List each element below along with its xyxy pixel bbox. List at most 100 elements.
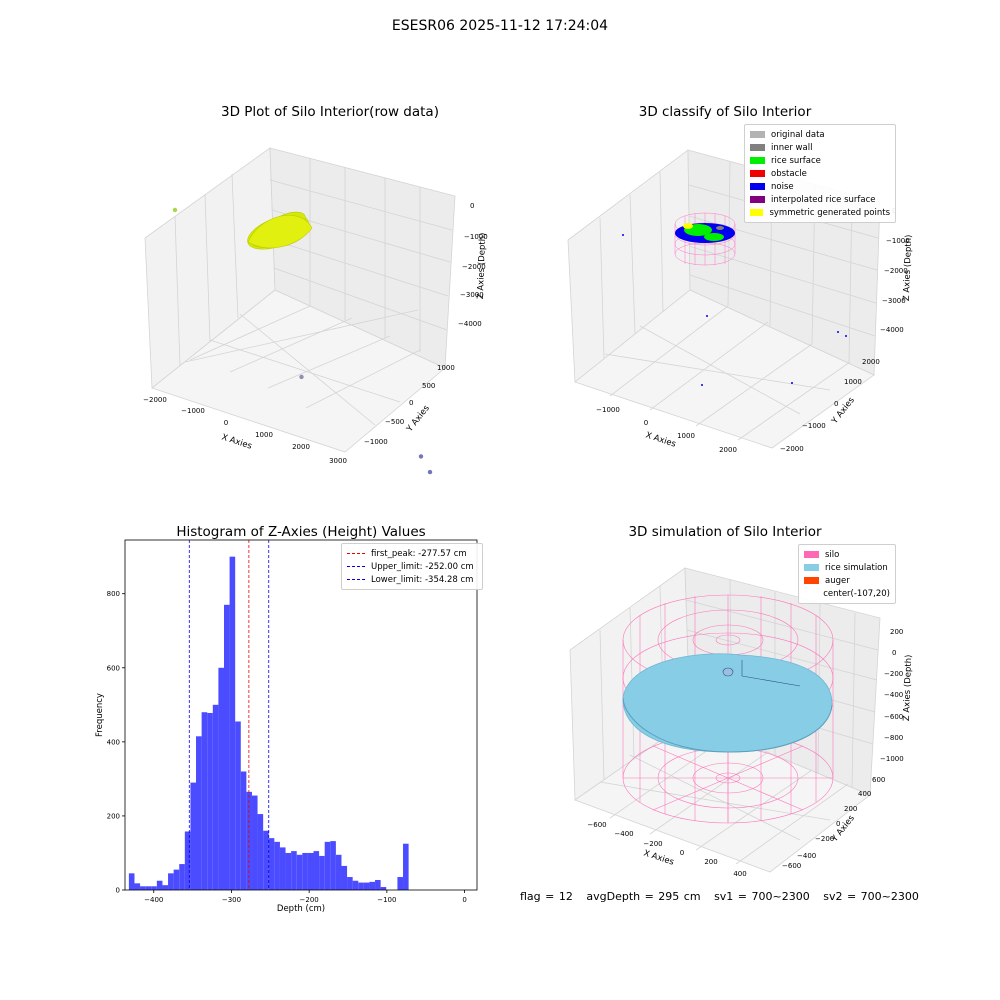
- histogram-bar: [375, 880, 381, 890]
- classify-y-tick: 1000: [844, 378, 862, 386]
- raw-x-tick: −1000: [181, 407, 205, 415]
- simulation-z-tick: −600: [884, 713, 903, 721]
- classify-y-ticks: −2000 −1000 0 1000 2000: [780, 358, 880, 453]
- raw-x-tick: 2000: [292, 443, 310, 451]
- raw-data-point: [427, 469, 433, 475]
- classify-x-label: X Axies: [644, 430, 677, 449]
- classify-x-tick: 0: [644, 419, 648, 427]
- raw-z-tick: 0: [470, 202, 474, 210]
- classify-y-tick: −1000: [802, 422, 826, 430]
- legend-item: rice simulation: [804, 561, 890, 574]
- legend-label: Lower_limit: -354.28 cm: [371, 574, 474, 585]
- legend-label: rice surface: [771, 155, 821, 166]
- simulation-x-tick: −400: [614, 830, 633, 838]
- histogram-bar: [341, 865, 348, 890]
- histogram-bar: [363, 882, 370, 890]
- simulation-x-tick: −200: [643, 840, 662, 848]
- legend-item: center(-107,20): [804, 587, 890, 600]
- histogram-bar: [235, 721, 241, 890]
- raw-data-point: [299, 374, 304, 380]
- histogram-x-tick-label: −200: [300, 896, 319, 904]
- histogram-bar: [257, 814, 264, 890]
- histogram-frame: [124, 539, 478, 891]
- simulation-z-tick: −200: [884, 670, 903, 678]
- histogram-bar: [184, 831, 191, 890]
- histogram-bar: [156, 880, 163, 890]
- legend-label: interpolated rice surface: [771, 194, 876, 205]
- legend-swatch: [750, 157, 765, 164]
- status-flag: flag = 12: [520, 890, 573, 903]
- histogram-bar: [168, 873, 174, 890]
- simulation-x-tick: 400: [733, 870, 746, 878]
- raw-x-label: X Axies: [220, 432, 253, 451]
- histogram-x-tick-label: −400: [144, 896, 163, 904]
- figure-suptitle: ESESR06 2025-11-12 17:24:04: [391, 18, 609, 34]
- legend-swatch: [804, 590, 817, 597]
- histogram-bar: [263, 830, 269, 890]
- simulation-auger: [722, 660, 801, 687]
- classify-z-tick: −1000: [886, 237, 910, 245]
- legend-line: [347, 553, 365, 554]
- histogram-y-tick-label: 200: [107, 812, 120, 820]
- histogram-bar: [285, 852, 292, 890]
- raw-y-tick: 0: [409, 399, 413, 407]
- raw-cluster: [247, 211, 313, 250]
- legend-label: symmetric generated points: [769, 207, 890, 218]
- legend-swatch: [750, 183, 765, 190]
- raw-y-tick: 500: [422, 382, 435, 390]
- histogram-bar: [319, 855, 325, 890]
- histogram-bar: [196, 736, 202, 890]
- histogram-bar: [240, 771, 247, 890]
- simulation-rice-surface: [622, 653, 833, 753]
- legend-label: silo: [825, 549, 840, 560]
- classify-z-tick: −3000: [882, 297, 906, 305]
- histogram-bar: [330, 841, 336, 890]
- raw-z-tick: −3000: [460, 291, 484, 299]
- histogram-bar: [380, 887, 387, 890]
- histogram-bar: [291, 851, 297, 890]
- raw-z-tick: −2000: [462, 263, 486, 271]
- status-line: flag = 12 avgDepth = 295 cm sv1 = 700~23…: [520, 890, 919, 903]
- classify-x-tick: −1000: [596, 406, 620, 414]
- raw-z-tick: −4000: [458, 320, 482, 328]
- simulation-z-ticks: 200 0 −200 −400 −600 −800 −1000: [880, 628, 904, 763]
- histogram-threshold-lines: [188, 540, 270, 890]
- histogram-bar: [140, 886, 146, 890]
- simulation-y-tick: 400: [858, 790, 871, 798]
- simulation-x-tick: −600: [587, 821, 606, 829]
- legend-swatch: [750, 144, 765, 151]
- legend-item: obstacle: [750, 167, 890, 180]
- histogram-bar: [128, 873, 135, 890]
- histogram-bar: [207, 712, 213, 890]
- classify-x-ticks: −1000 0 1000 2000: [596, 406, 737, 454]
- simulation-z-label: Z Axies (Depth): [902, 654, 914, 721]
- histogram-plot: −400 −300 −200 −100 0 0 200 400 600 800 Depth (c…: [95, 539, 478, 914]
- raw-plot-title: 3D Plot of Silo Interior(row data): [221, 104, 439, 120]
- classify-3d-plot: −1000 0 1000 2000 X Axies −2000 −1000 0 …: [567, 149, 914, 454]
- legend-item: first_peak: -277.57 cm: [347, 547, 477, 560]
- legend-line: [347, 579, 365, 580]
- simulation-legend: silo rice simulation auger center(-107,2…: [798, 544, 896, 604]
- simulation-plot-title: 3D simulation of Silo Interior: [628, 524, 822, 540]
- classify-z-label: Z Axies (Depth): [902, 234, 914, 301]
- histogram-bar: [162, 885, 169, 890]
- legend-item: Upper_limit: -252.00 cm: [347, 560, 477, 573]
- legend-swatch: [750, 170, 765, 177]
- classify-plot-title: 3D classify of Silo Interior: [638, 104, 812, 120]
- raw-grid-panes: [144, 147, 456, 453]
- legend-label: original data: [771, 129, 825, 140]
- classify-y-tick: 2000: [862, 358, 880, 366]
- simulation-y-ticks: −600 −400 −200 0 200 400 600: [782, 776, 885, 870]
- simulation-y-tick: 600: [872, 776, 885, 784]
- legend-swatch: [804, 551, 819, 558]
- histogram-bar: [347, 877, 353, 890]
- simulation-y-tick: 0: [836, 820, 840, 828]
- classify-x-tick: 1000: [677, 432, 695, 440]
- raw-y-label: Y Axies: [404, 403, 432, 435]
- classify-y-tick: 0: [834, 400, 838, 408]
- simulation-z-tick: −400: [884, 691, 903, 699]
- histogram-bar: [403, 843, 409, 890]
- status-sv2: sv2 = 700~2300: [823, 890, 919, 903]
- classify-legend: original data inner wall rice surface ob…: [744, 124, 896, 223]
- raw-3d-plot: −2000 −1000 0 1000 2000 3000 X Axies −10…: [143, 147, 488, 475]
